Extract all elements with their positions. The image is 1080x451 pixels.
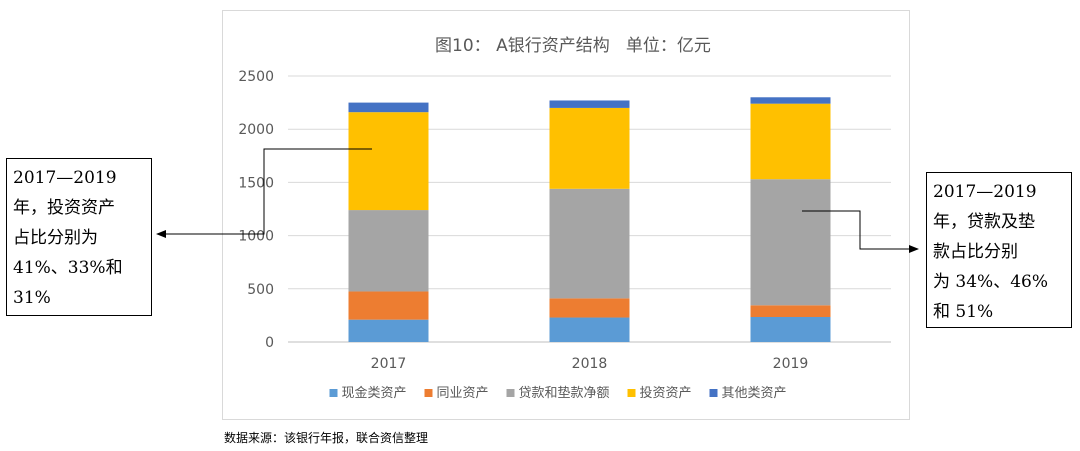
bar-segment <box>549 107 630 189</box>
legend-swatch <box>506 389 515 397</box>
y-tick-label: 0 <box>265 335 274 351</box>
callout-right-line: 为 34%、46% <box>933 272 1048 292</box>
callout-left-line: 2017—2019 <box>13 168 117 188</box>
legend-label: 同业资产 <box>437 386 489 401</box>
bar-segment <box>750 97 831 104</box>
callout-right-line: 年，贷款及垫 <box>933 212 1035 232</box>
callout-right-line: 和 51% <box>933 302 994 322</box>
bar-segment <box>750 316 831 342</box>
legend-label: 现金类资产 <box>342 385 407 401</box>
legend-swatch <box>709 389 718 397</box>
callout-loan-share: 2017—2019 年，贷款及垫 款占比分别 为 34%、46% 和 51% <box>926 172 1072 328</box>
chart-title: 图10： A银行资产结构 单位：亿元 <box>435 36 711 56</box>
bar-segment <box>549 100 630 108</box>
y-tick-label: 1500 <box>238 175 274 191</box>
callout-investment-share: 2017—2019 年，投资资产 占比分别为 41%、33%和 31% <box>6 158 152 316</box>
bar-segment <box>750 305 831 317</box>
callout-left-line: 年，投资资产 <box>13 198 115 218</box>
y-tick-label: 2500 <box>238 69 274 85</box>
stacked-bar-chart: 图10： A银行资产结构 单位：亿元 0 500 1000 1500 2000 2500 2… <box>238 36 891 401</box>
bar-segment <box>549 317 630 342</box>
legend-swatch <box>329 389 338 397</box>
x-tick-label: 2017 <box>371 356 407 372</box>
x-tick-label: 2018 <box>572 356 608 372</box>
bar-segment <box>348 112 429 211</box>
callout-right-line: 款占比分别 <box>933 242 1018 262</box>
x-tick-label: 2019 <box>773 356 809 372</box>
y-tick-label: 2000 <box>238 122 274 138</box>
bar-segment <box>348 210 429 292</box>
bar-segment <box>750 103 831 180</box>
bar-segment <box>348 319 429 342</box>
bar-segment <box>549 188 630 299</box>
callout-left-line: 41%、33%和 <box>13 258 123 278</box>
y-tick-label: 1000 <box>238 229 274 245</box>
chart-panel: 图10： A银行资产结构 单位：亿元 0 500 1000 1500 2000 2500 2… <box>222 10 910 420</box>
legend-label: 贷款和垫款净额 <box>519 385 610 401</box>
y-tick-label: 500 <box>247 282 274 298</box>
bar-segment <box>750 179 831 306</box>
bar-segment <box>549 298 630 318</box>
bar-segment <box>348 291 429 320</box>
source-note: 数据来源：该银行年报，联合资信整理 <box>224 431 429 445</box>
callout-right-line: 2017—2019 <box>933 182 1037 202</box>
legend-label: 其他类资产 <box>722 386 787 401</box>
bar-segment <box>348 102 429 113</box>
legend-label: 投资资产 <box>640 385 692 401</box>
legend-swatch <box>424 389 433 397</box>
callout-left-line: 占比分别为 <box>13 228 98 248</box>
callout-left-line: 31% <box>13 288 51 308</box>
legend-swatch <box>627 389 636 397</box>
